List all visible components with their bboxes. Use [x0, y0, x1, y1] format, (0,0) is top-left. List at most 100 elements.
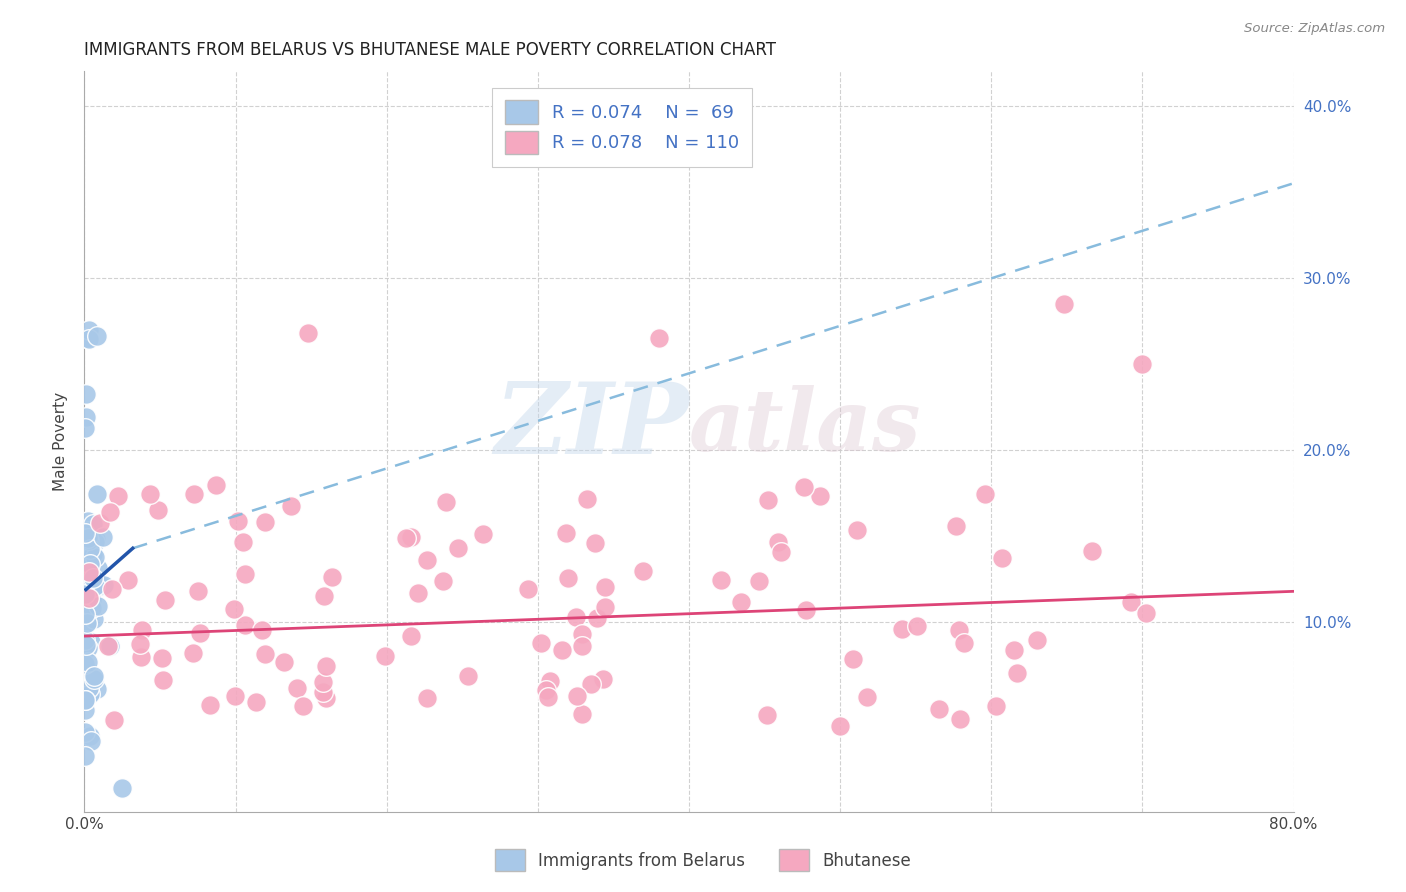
Point: [228, 514, 250, 528]
Point: [571, 639, 593, 653]
Point: [117, 573, 139, 587]
Point: [315, 690, 337, 705]
Point: [75, 639, 97, 653]
Point: [1002, 643, 1025, 657]
Point: [585, 611, 607, 625]
Point: [80, 601, 103, 615]
Point: [77, 323, 100, 337]
Point: [374, 649, 396, 664]
Point: [75, 607, 97, 621]
Point: [571, 627, 593, 641]
Point: [128, 637, 150, 651]
Point: [200, 698, 222, 712]
Point: [79, 565, 101, 579]
Point: [152, 673, 174, 687]
Point: [77, 533, 100, 548]
Point: [406, 585, 429, 599]
Point: [76, 331, 98, 345]
Point: [79, 582, 101, 597]
Point: [1135, 606, 1157, 620]
Point: [447, 541, 470, 555]
Point: [77, 640, 100, 655]
Point: [77, 532, 100, 546]
Point: [129, 649, 152, 664]
Point: [948, 624, 970, 638]
Point: [75, 526, 97, 541]
Point: [432, 574, 454, 588]
Point: [748, 574, 770, 588]
Point: [86, 329, 108, 343]
Point: [80, 592, 103, 607]
Point: [830, 718, 852, 732]
Point: [592, 672, 614, 686]
Point: [79, 541, 101, 556]
Point: [631, 564, 654, 578]
Point: [86, 532, 108, 546]
Point: [581, 677, 603, 691]
Legend: Immigrants from Belarus, Bhutanese: Immigrants from Belarus, Bhutanese: [486, 841, 920, 880]
Point: [565, 610, 588, 624]
Text: ZIP: ZIP: [494, 378, 689, 475]
Point: [75, 703, 97, 717]
Point: [75, 582, 97, 596]
Point: [79, 681, 101, 696]
Point: [530, 636, 553, 650]
Point: [75, 580, 97, 594]
Point: [945, 519, 967, 533]
Point: [131, 623, 153, 637]
Point: [399, 530, 422, 544]
Point: [75, 657, 97, 671]
Point: [86, 487, 108, 501]
Point: [232, 535, 254, 549]
Point: [82, 547, 104, 561]
Point: [75, 554, 97, 568]
Point: [84, 535, 107, 549]
Point: [93, 578, 115, 592]
Point: [1053, 297, 1076, 311]
Point: [153, 593, 176, 607]
Point: [1119, 595, 1142, 609]
Point: [315, 659, 337, 673]
Text: Source: ZipAtlas.com: Source: ZipAtlas.com: [1244, 22, 1385, 36]
Point: [648, 331, 671, 345]
Point: [312, 674, 335, 689]
Point: [75, 692, 97, 706]
Point: [75, 587, 97, 601]
Point: [83, 536, 105, 550]
Point: [75, 386, 97, 401]
Point: [905, 619, 928, 633]
Point: [224, 689, 246, 703]
Point: [75, 749, 97, 764]
Point: [575, 492, 598, 507]
Point: [245, 695, 267, 709]
Point: [205, 478, 228, 492]
Point: [82, 571, 104, 585]
Point: [98, 504, 121, 518]
Point: [457, 669, 479, 683]
Point: [730, 595, 752, 609]
Point: [583, 536, 606, 550]
Point: [107, 489, 129, 503]
Point: [285, 681, 308, 696]
Point: [75, 588, 97, 602]
Point: [291, 699, 314, 714]
Point: [91, 579, 114, 593]
Point: [79, 557, 101, 571]
Point: [434, 495, 457, 509]
Point: [89, 516, 111, 531]
Point: [84, 549, 107, 564]
Point: [233, 618, 256, 632]
Point: [97, 640, 120, 654]
Point: [953, 636, 976, 650]
Point: [1080, 544, 1102, 558]
Point: [766, 534, 789, 549]
Text: atlas: atlas: [689, 385, 921, 468]
Point: [224, 602, 246, 616]
Point: [516, 582, 538, 596]
Y-axis label: Male Poverty: Male Poverty: [53, 392, 69, 491]
Point: [991, 551, 1014, 566]
Point: [75, 661, 97, 675]
Point: [77, 591, 100, 606]
Point: [83, 612, 105, 626]
Point: [86, 561, 108, 575]
